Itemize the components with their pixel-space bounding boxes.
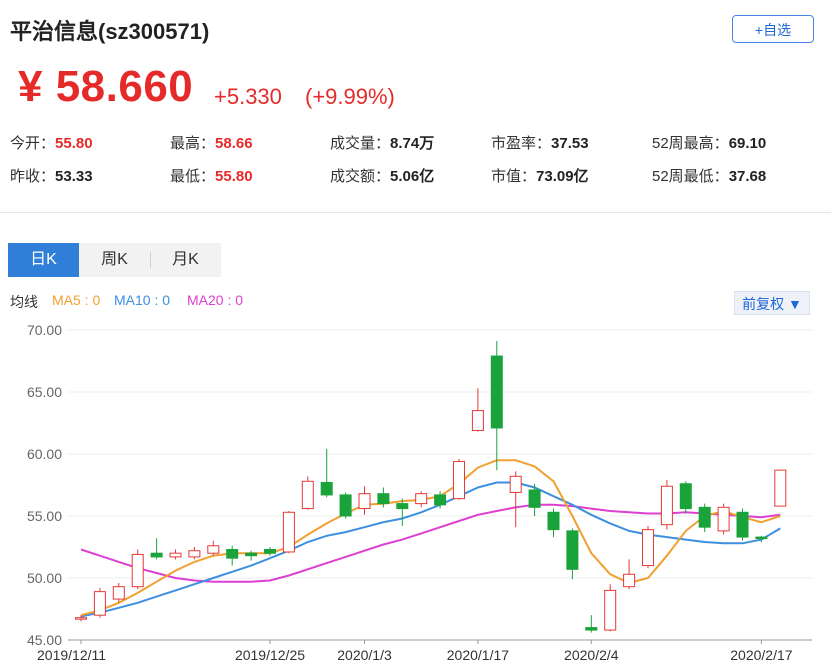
tab-weekly-k[interactable]: 周K (101, 251, 128, 268)
tab-separator (150, 252, 151, 268)
candle-body (679, 483, 692, 510)
caret-down-icon: ▼ (788, 296, 802, 312)
stat-prev-close: 昨收：53.33 (10, 168, 93, 185)
candle-body (112, 586, 125, 600)
candle-body (642, 529, 654, 567)
candle-body (698, 506, 711, 528)
stat-pe: 市盈率：37.53 (491, 135, 589, 152)
stat-52w-low: 52周最低：37.68 (652, 168, 767, 185)
candle-body (207, 545, 220, 554)
candle-body (396, 503, 409, 510)
period-tabs: 日K 周K 月K (8, 243, 221, 277)
price-change-percent: (+9.99%) (305, 84, 395, 109)
legend-ma20: MA20 : 0 (187, 292, 244, 308)
candle-body (566, 530, 579, 570)
candle-body (453, 460, 465, 500)
ma10-line (80, 481, 781, 618)
x-tick-label: 2020/2/4 (564, 647, 619, 663)
price-change: +5.330 (214, 84, 282, 109)
legend-ma10: MA10 : 0 (114, 292, 171, 308)
candle-body (150, 552, 163, 558)
candle-body (604, 589, 617, 631)
y-tick-label: 70.00 (27, 322, 62, 338)
stock-title: 平治信息(sz300571) (10, 19, 210, 44)
tab-monthly-k[interactable]: 月K (172, 251, 199, 268)
candle-body (301, 480, 314, 510)
add-watchlist-button[interactable]: +自选 (732, 15, 814, 43)
y-tick-label: 60.00 (27, 446, 62, 462)
candle-body (245, 552, 258, 557)
candle-body (377, 493, 390, 505)
candle-body (755, 536, 768, 540)
candle-body (415, 493, 428, 505)
candle-body (339, 494, 352, 517)
stat-market-cap: 市值：73.09亿 (491, 168, 589, 185)
stat-low: 最低：55.80 (170, 168, 253, 185)
candle-body (93, 591, 106, 616)
candle-body (471, 410, 484, 431)
stat-52w-high: 52周最高：69.10 (652, 135, 767, 152)
y-tick-label: 55.00 (27, 508, 62, 524)
stat-turnover: 成交额：5.06亿 (330, 168, 435, 185)
candle-body (660, 485, 673, 526)
stat-open: 今开：55.80 (10, 135, 93, 152)
stat-volume: 成交量：8.74万 (330, 135, 435, 152)
candle-body (528, 489, 541, 508)
current-price: ¥ 58.660 (18, 62, 194, 111)
candle-body (264, 548, 276, 554)
y-tick-label: 65.00 (27, 384, 62, 400)
candle-body (490, 355, 503, 429)
x-tick-label: 2020/2/17 (730, 647, 792, 663)
x-tick-label: 2020/1/17 (447, 647, 509, 663)
candle-body (509, 475, 522, 493)
y-tick-label: 50.00 (27, 570, 62, 586)
candle-body (623, 573, 636, 588)
candle-body (717, 506, 730, 532)
x-tick-label: 2020/1/3 (337, 647, 392, 663)
divider (0, 212, 831, 213)
stat-high: 最高：58.66 (170, 135, 253, 152)
candle-body (320, 482, 333, 496)
y-tick-label: 45.00 (27, 632, 62, 648)
candle-body (169, 552, 182, 558)
candle-body (188, 550, 201, 558)
tab-daily-k[interactable]: 日K (8, 243, 79, 277)
legend-ma5: MA5 : 0 (52, 292, 101, 308)
adjust-label: 前复权 (742, 296, 785, 312)
candle-body (226, 548, 239, 559)
candle-body (774, 469, 787, 507)
candle-body (736, 511, 749, 538)
candle-body (75, 617, 87, 620)
legend-label: 均线 (10, 294, 38, 310)
candle-body (131, 553, 144, 588)
candle-body (358, 493, 371, 510)
candle-body (282, 511, 295, 553)
x-tick-label: 2019/12/11 (37, 647, 106, 663)
x-tick-label: 2019/12/25 (235, 647, 305, 663)
candle-body (585, 627, 598, 631)
ma5-line (80, 459, 781, 617)
adjust-dropdown[interactable]: 前复权 ▼ (734, 291, 810, 315)
candle-body (434, 494, 447, 506)
candle-body (547, 511, 560, 531)
